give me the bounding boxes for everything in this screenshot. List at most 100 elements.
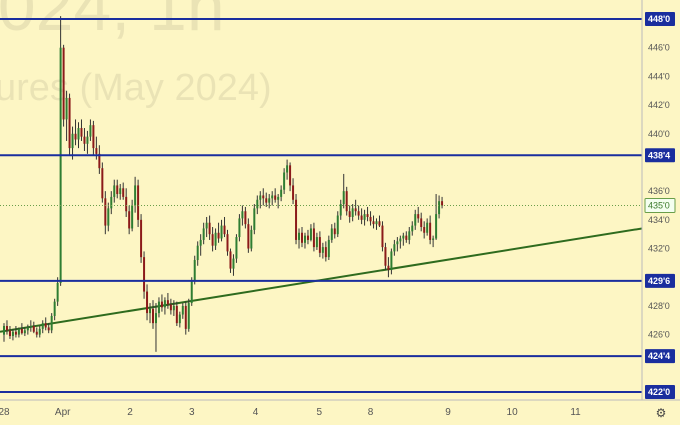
- candle: [399, 235, 402, 249]
- candle: [241, 205, 244, 226]
- candle-body: [223, 225, 226, 235]
- candle-body: [92, 125, 95, 149]
- candle: [196, 241, 199, 266]
- candle: [369, 211, 372, 226]
- candle: [26, 324, 29, 335]
- candle-body: [438, 201, 441, 215]
- candle-body: [17, 328, 20, 335]
- candle-body: [53, 301, 56, 316]
- candle-body: [441, 201, 444, 206]
- candle-body: [32, 326, 35, 332]
- y-tick-label: 436'0: [648, 186, 670, 196]
- candle-body: [26, 327, 29, 331]
- x-tick-label: 5: [317, 407, 323, 418]
- candle-body: [286, 165, 289, 173]
- candle: [205, 216, 208, 238]
- gear-icon[interactable]: ⚙: [656, 406, 667, 420]
- candle: [104, 191, 107, 235]
- candle: [435, 194, 438, 240]
- candle-body: [190, 280, 193, 304]
- x-tick-label: 4: [253, 407, 259, 418]
- candle-body: [119, 188, 122, 195]
- candle-body: [20, 328, 23, 334]
- candle: [438, 195, 441, 219]
- candle-body: [384, 247, 387, 266]
- y-tick-label: 444'0: [648, 71, 670, 81]
- candle-body: [318, 237, 321, 253]
- candle: [17, 327, 20, 338]
- watermark-description: ures (May 2024): [0, 67, 272, 109]
- candle: [214, 228, 217, 250]
- candle-body: [166, 300, 169, 305]
- candle: [229, 248, 232, 273]
- candle-body: [214, 232, 217, 246]
- candle: [193, 255, 196, 285]
- candle: [384, 242, 387, 271]
- candle: [110, 191, 113, 215]
- candle-body: [29, 326, 32, 328]
- candle-body: [160, 301, 163, 308]
- candle: [375, 218, 378, 230]
- candle-body: [339, 204, 342, 216]
- candle-body: [152, 308, 154, 324]
- candle: [420, 212, 423, 232]
- candle: [256, 195, 259, 215]
- level-price-tag: [645, 148, 675, 163]
- candle-body: [277, 196, 280, 200]
- candle-body: [330, 228, 333, 240]
- candle-body: [295, 199, 298, 240]
- current-price-tag: [644, 198, 676, 213]
- candle: [77, 122, 80, 149]
- candle: [199, 234, 202, 256]
- candle-body: [8, 330, 11, 337]
- level-price-label: 448'0: [648, 14, 670, 24]
- candle-body: [128, 211, 131, 229]
- candle-body: [196, 245, 199, 261]
- candle: [47, 323, 50, 334]
- candle-body: [110, 196, 113, 209]
- candle: [59, 16, 62, 286]
- candle: [149, 303, 152, 324]
- candle-body: [348, 211, 351, 217]
- candle: [381, 221, 384, 252]
- candle-body: [268, 198, 271, 203]
- candle: [321, 242, 324, 259]
- candle: [157, 297, 160, 318]
- candle: [330, 224, 333, 243]
- candle: [372, 215, 375, 229]
- candle: [393, 239, 396, 256]
- candle-body: [306, 235, 309, 240]
- candle-body: [303, 235, 306, 243]
- candle-body: [417, 214, 420, 219]
- candle: [283, 168, 286, 195]
- candle: [65, 90, 68, 141]
- candle: [226, 229, 229, 256]
- candle-body: [137, 185, 140, 220]
- candle: [14, 326, 17, 338]
- candle: [408, 227, 411, 245]
- candle: [92, 120, 95, 156]
- candle-body: [62, 47, 65, 120]
- candle: [74, 119, 77, 146]
- candle: [8, 326, 11, 339]
- candle: [32, 321, 35, 334]
- candle: [327, 235, 330, 261]
- candle: [202, 222, 205, 245]
- candle: [101, 162, 104, 203]
- candle-body: [360, 215, 363, 220]
- candle-body: [265, 198, 268, 203]
- candle-body: [113, 185, 116, 197]
- candle-body: [402, 235, 405, 239]
- candle: [274, 188, 277, 203]
- candle: [360, 208, 363, 225]
- candle-body: [122, 188, 125, 197]
- candle: [89, 119, 92, 141]
- y-tick-label: 432'0: [648, 244, 670, 254]
- candle: [303, 232, 306, 249]
- candle: [336, 211, 339, 238]
- candle: [107, 202, 110, 232]
- candle-body: [333, 228, 336, 235]
- candle: [345, 186, 348, 216]
